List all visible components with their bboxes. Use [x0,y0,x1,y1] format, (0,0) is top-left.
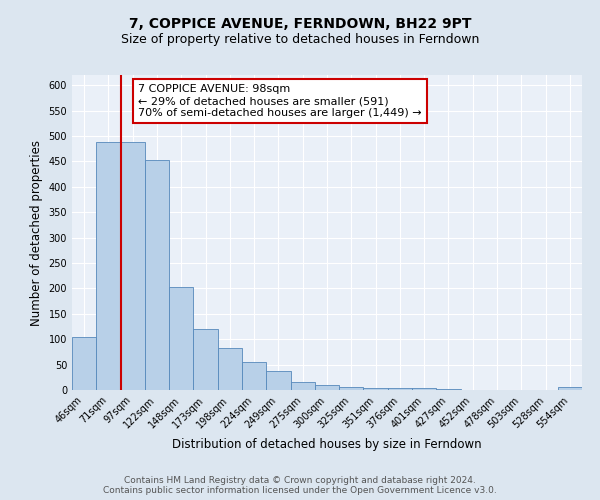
Text: 7, COPPICE AVENUE, FERNDOWN, BH22 9PT: 7, COPPICE AVENUE, FERNDOWN, BH22 9PT [129,18,471,32]
Bar [145,160,169,390]
Bar [290,382,315,390]
Text: Size of property relative to detached houses in Ferndown: Size of property relative to detached ho… [121,32,479,46]
Bar [218,348,242,390]
Bar [266,370,290,390]
Bar [193,328,218,390]
Bar [388,388,412,390]
Bar [558,388,582,390]
Bar [72,336,96,390]
Bar [364,388,388,390]
X-axis label: Distribution of detached houses by size in Ferndown: Distribution of detached houses by size … [172,438,482,451]
Bar [96,142,121,390]
Text: 7 COPPICE AVENUE: 98sqm
← 29% of detached houses are smaller (591)
70% of semi-d: 7 COPPICE AVENUE: 98sqm ← 29% of detache… [139,84,422,117]
Bar [412,388,436,390]
Bar [169,288,193,390]
Text: Contains HM Land Registry data © Crown copyright and database right 2024.
Contai: Contains HM Land Registry data © Crown c… [103,476,497,495]
Bar [315,385,339,390]
Bar [121,142,145,390]
Y-axis label: Number of detached properties: Number of detached properties [30,140,43,326]
Bar [242,362,266,390]
Bar [339,388,364,390]
Bar [436,389,461,390]
